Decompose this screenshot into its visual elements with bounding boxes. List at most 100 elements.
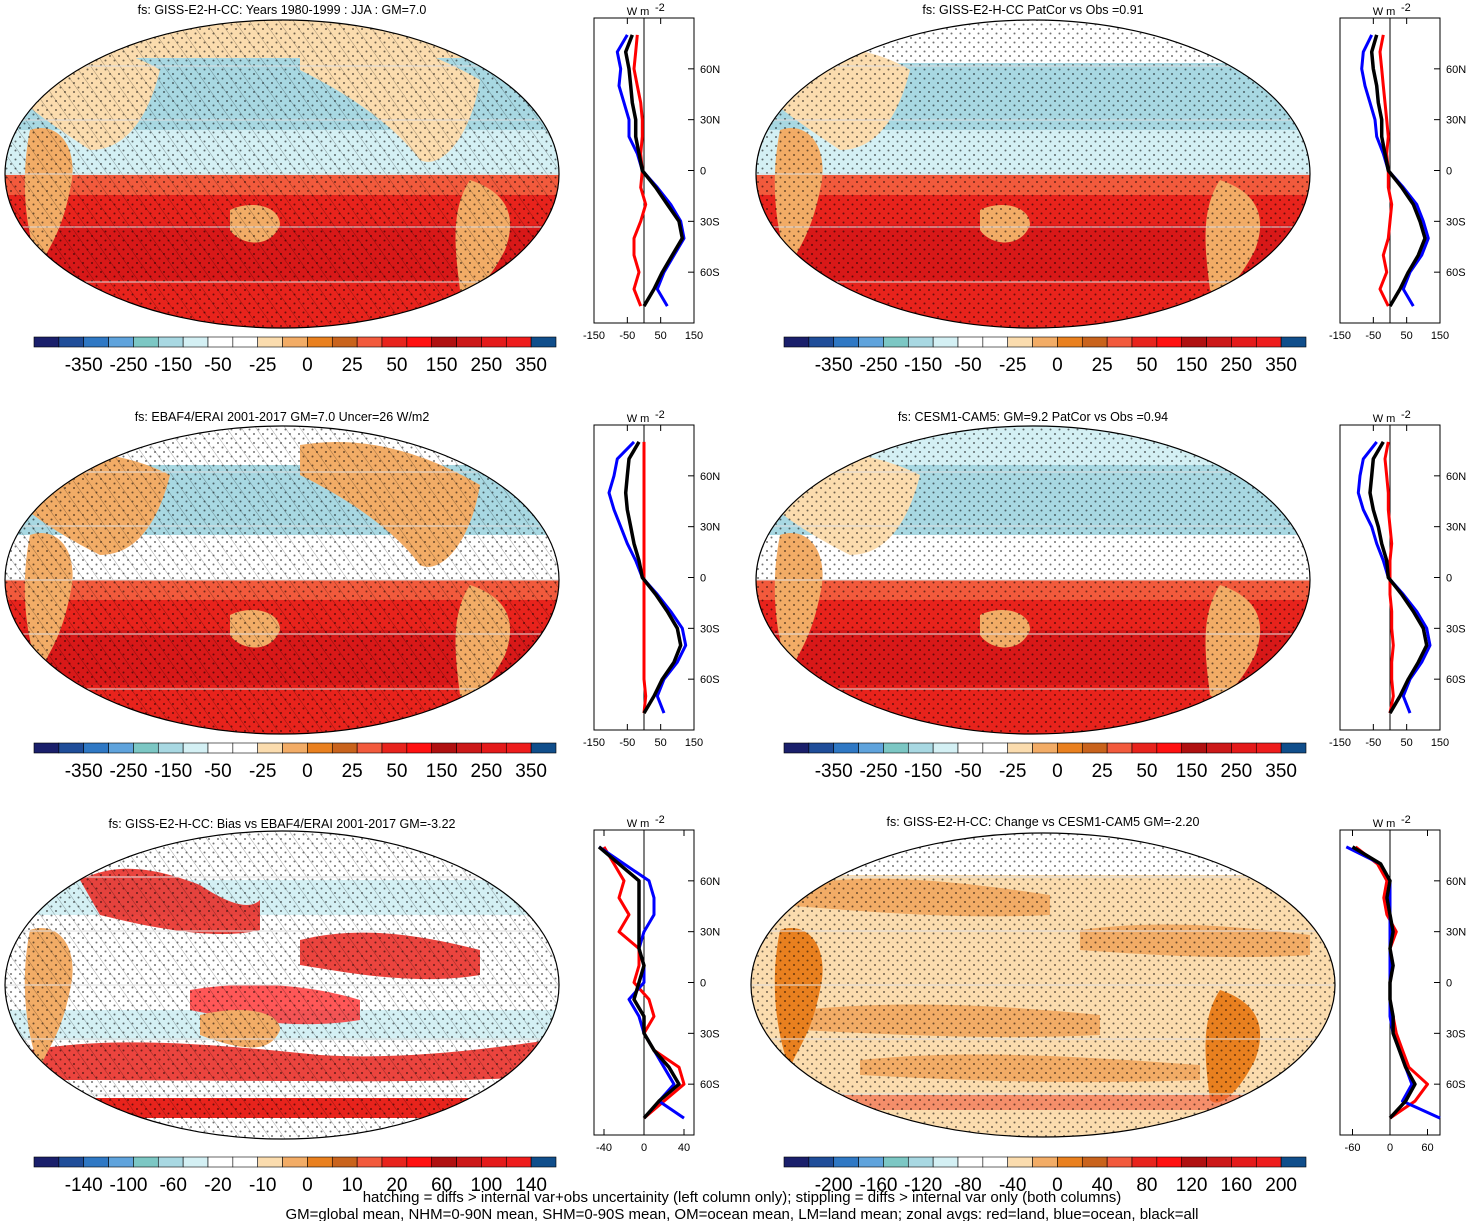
colorbar-label: -25 <box>249 761 276 782</box>
colorbar-swatch <box>1181 1156 1207 1168</box>
colorbar-label: -50 <box>204 355 231 376</box>
colorbar-swatch <box>858 1156 884 1168</box>
colorbar-label: -100 <box>109 1175 147 1196</box>
colorbar-label: -350 <box>65 761 103 782</box>
zonal-plot: -150 -50 50 150 60N 30N 0 30S 60S W m -2 <box>583 2 720 342</box>
zonal-xtick-label: 150 <box>685 330 703 342</box>
colorbar-label: 0 <box>302 761 313 782</box>
colorbar-swatch <box>982 336 1009 348</box>
zonal-line-land <box>602 846 686 1120</box>
zonal-xtick-label: -150 <box>583 330 605 342</box>
colorbar-swatch <box>33 742 60 754</box>
colorbar-label: -350 <box>815 761 853 782</box>
colorbar-swatch <box>307 1156 333 1168</box>
colorbar-label: 140 <box>515 1175 547 1196</box>
colorbar-label: 80 <box>1136 1175 1157 1196</box>
colorbar-swatch <box>957 1156 984 1168</box>
colorbar-swatch <box>83 1156 109 1168</box>
colorbar-label: -20 <box>204 1175 231 1196</box>
map-field <box>4 425 560 735</box>
zonal-ytick-label: 60S <box>700 1079 720 1091</box>
colorbar-label: -350 <box>65 355 103 376</box>
colorbar-swatch <box>133 1156 159 1168</box>
colorbar-label: -350 <box>815 355 853 376</box>
colorbar-swatch <box>182 336 209 348</box>
colorbar-label: 0 <box>1052 761 1063 782</box>
zonal-ytick-label: 30N <box>700 522 720 534</box>
colorbar-swatch <box>356 1156 383 1168</box>
colorbar-label: 350 <box>515 761 547 782</box>
colorbar-label: 350 <box>515 355 547 376</box>
colorbar-swatch <box>883 742 909 754</box>
colorbar-swatch <box>833 742 859 754</box>
zonal-ytick-label: 30S <box>700 216 720 228</box>
colorbar-swatch <box>307 742 333 754</box>
colorbar-swatch <box>858 742 884 754</box>
zonal-ytick-label: 30S <box>700 623 720 635</box>
colorbar-swatch <box>1057 336 1083 348</box>
colorbar-swatch <box>157 742 184 754</box>
zonal-xtick-label: -60 <box>1345 1142 1361 1154</box>
colorbar-label: -25 <box>249 355 276 376</box>
colorbar-swatch <box>207 336 234 348</box>
zonal-unit-exponent: -2 <box>655 409 665 421</box>
colorbar-swatch <box>108 742 134 754</box>
colorbar-swatch <box>1231 1156 1257 1168</box>
zonal-ytick-label: 60S <box>1446 267 1466 279</box>
zonal-xtick-label: -50 <box>619 330 635 342</box>
zonal-ytick-label: 60N <box>700 876 720 888</box>
zonal-ytick-label: 30N <box>1446 115 1466 127</box>
colorbar-swatch <box>1007 1156 1033 1168</box>
zonal-xtick-label: 50 <box>1401 330 1413 342</box>
colorbar-label: 350 <box>1265 355 1297 376</box>
colorbar-swatch <box>356 742 383 754</box>
colorbar-swatch <box>456 742 482 754</box>
colorbar-swatch <box>33 1156 60 1168</box>
colorbar-swatch <box>1181 742 1207 754</box>
zonal-unit: W m <box>1373 818 1396 830</box>
zonal-line-all <box>623 441 683 714</box>
zonal-xtick-label: -50 <box>619 737 635 749</box>
colorbar-swatch <box>406 1156 433 1168</box>
colorbar-label: 10 <box>342 1175 363 1196</box>
colorbar-swatch <box>307 336 333 348</box>
colorbar-swatch <box>83 742 109 754</box>
colorbar-swatch <box>58 742 85 754</box>
zonal-unit-exponent: -2 <box>1401 814 1411 826</box>
zonal-unit-exponent: -2 <box>1401 2 1411 14</box>
colorbar-swatch <box>331 336 358 348</box>
colorbar-swatch <box>108 336 134 348</box>
colorbar-label: 20 <box>386 1175 407 1196</box>
colorbar-label: 150 <box>426 761 458 782</box>
colorbar-label: 25 <box>342 761 363 782</box>
colorbar-swatch <box>907 336 934 348</box>
colorbar-swatch <box>157 336 184 348</box>
zonal-xtick-label: 50 <box>1401 737 1413 749</box>
zonal-line-all <box>1368 441 1429 714</box>
colorbar-swatch <box>207 742 234 754</box>
colorbar-swatch <box>331 1156 358 1168</box>
colorbar-swatch <box>58 336 85 348</box>
map-field <box>4 19 560 329</box>
zonal-xtick-label: -50 <box>1365 737 1381 749</box>
zonal-xtick-label: 0 <box>1387 1142 1393 1154</box>
zonal-ytick-label: 0 <box>700 978 706 990</box>
zonal-xtick-label: -50 <box>1365 330 1381 342</box>
colorbar-label: 150 <box>1176 355 1208 376</box>
panel-0: fs: GISS-E2-H-CC: Years 1980-1999 : JJA … <box>4 2 720 376</box>
colorbar-label: 25 <box>1092 355 1113 376</box>
colorbar-swatch <box>1057 742 1083 754</box>
zonal-ytick-label: 60S <box>1446 1079 1466 1091</box>
colorbar-swatch <box>1231 742 1257 754</box>
map-field <box>4 830 560 1140</box>
colorbar-swatch <box>1181 336 1207 348</box>
colorbar-swatch <box>982 1156 1009 1168</box>
colorbar-swatch <box>431 742 457 754</box>
colorbar-label: -120 <box>904 1175 942 1196</box>
colorbar-swatch <box>833 336 859 348</box>
zonal-xtick-label: 150 <box>1431 330 1449 342</box>
zonal-line-all <box>623 34 685 307</box>
footer-note-definitions: GM=global mean, NHM=0-90N mean, SHM=0-90… <box>285 1206 1198 1221</box>
colorbar-swatch <box>982 742 1009 754</box>
